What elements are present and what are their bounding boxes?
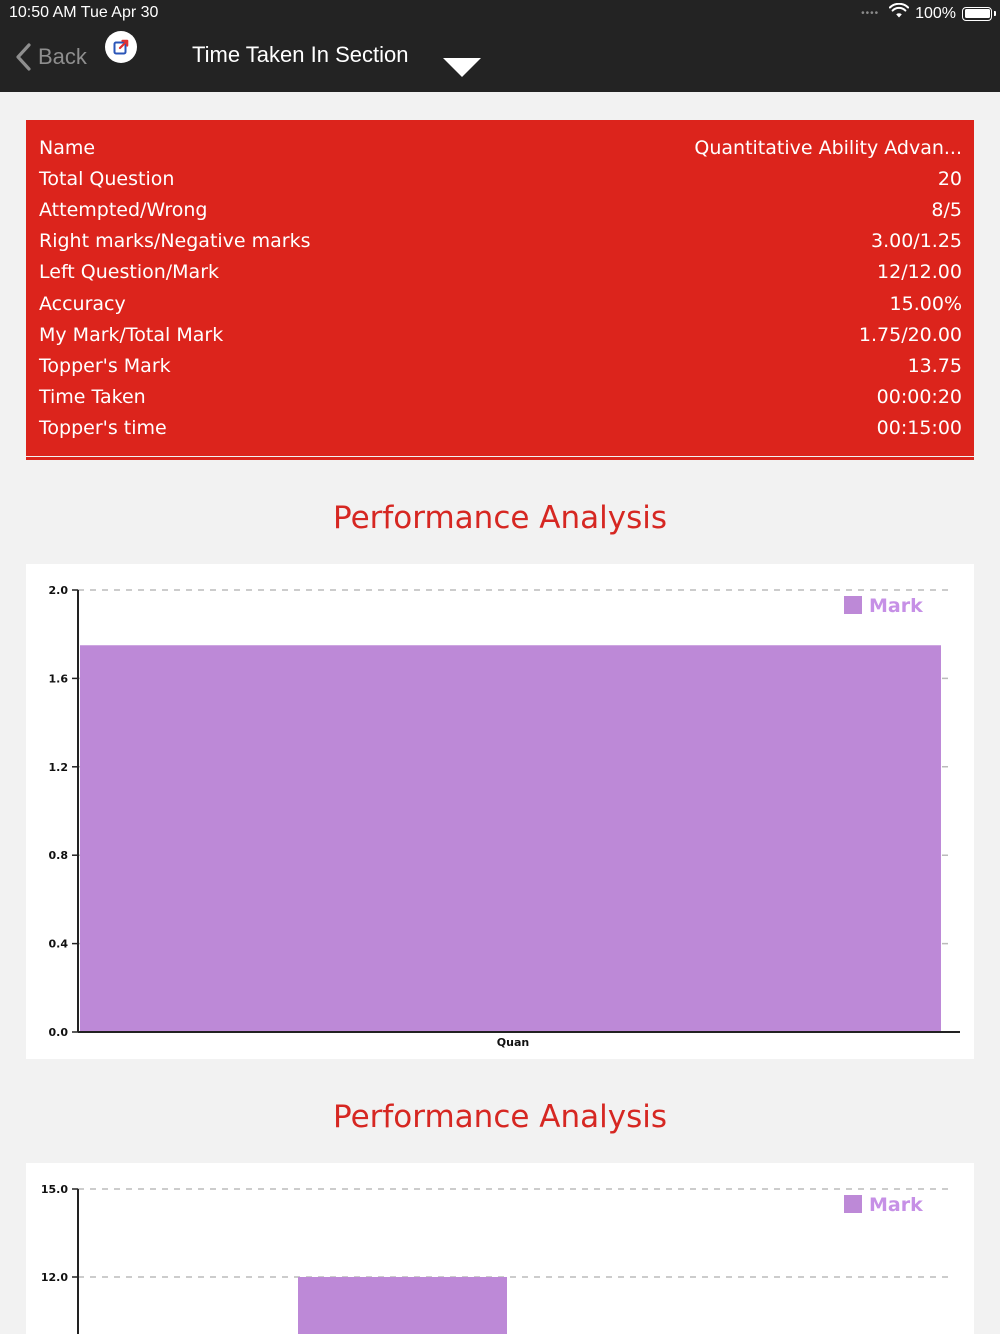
section-title: Performance Analysis <box>332 1099 668 1135</box>
summary-label: Topper's time <box>39 417 167 440</box>
summary-value: 00:15:00 <box>876 417 962 440</box>
summary-value: 20 <box>937 167 962 190</box>
summary-label: Total Question <box>39 167 175 190</box>
summary-row-accuracy: Accuracy 15.00% <box>39 288 962 319</box>
summary-row-name: Name Quantitative Ability Advan... <box>39 132 962 163</box>
status-time: 10:50 AM Tue Apr 30 <box>9 4 159 21</box>
page-title: Time Taken In Section <box>192 42 409 67</box>
summary-row-marks: Right marks/Negative marks 3.00/1.25 <box>39 226 962 257</box>
summary-row-topper-time: Topper's time 00:15:00 <box>39 413 962 444</box>
signal-dots-icon: •••• <box>861 8 880 19</box>
caret-down-icon <box>443 58 481 77</box>
x-tick-label: Quan <box>497 1036 529 1049</box>
summary-row-total-question: Total Question 20 <box>39 163 962 194</box>
summary-row-attempted-wrong: Attempted/Wrong 8/5 <box>39 194 962 225</box>
status-indicators: •••• 100% <box>861 2 996 24</box>
legend-swatch <box>844 1195 862 1213</box>
back-button[interactable]: Back <box>14 42 87 72</box>
y-tick-label: 0.8 <box>49 849 69 862</box>
summary-label: Attempted/Wrong <box>39 198 208 221</box>
y-tick-label: 1.6 <box>49 672 69 685</box>
share-button[interactable] <box>105 31 137 63</box>
result-summary-card: Name Quantitative Ability Advan... Total… <box>26 120 974 456</box>
y-tick-label: 15.0 <box>41 1183 68 1196</box>
summary-value: 13.75 <box>907 354 962 377</box>
summary-row-topper-mark: Topper's Mark 13.75 <box>39 350 962 381</box>
summary-row-left-question: Left Question/Mark 12/12.00 <box>39 257 962 288</box>
bar-mark <box>298 1277 507 1334</box>
summary-label: Time Taken <box>39 386 146 409</box>
bar-mark-quan <box>80 645 941 1032</box>
summary-value: 00:00:20 <box>876 386 962 409</box>
section-title: Performance Analysis <box>332 500 668 536</box>
y-tick-label: 2.0 <box>49 584 69 597</box>
chart-svg: 0.0 0.4 0.8 1.2 1.6 2.0 Quan Mark <box>49 584 960 1049</box>
summary-label: Right marks/Negative marks <box>39 230 311 253</box>
legend-swatch <box>844 596 862 614</box>
legend-label: Mark <box>869 1194 923 1216</box>
mark-bar-chart-2: 12.0 15.0 Mark <box>26 1163 974 1334</box>
battery-icon <box>962 6 996 21</box>
summary-value: 15.00% <box>889 292 962 315</box>
legend-label: Mark <box>869 595 923 617</box>
summary-label: My Mark/Total Mark <box>39 323 224 346</box>
summary-label: Accuracy <box>39 292 126 315</box>
summary-row-time-taken: Time Taken 00:00:20 <box>39 382 962 413</box>
summary-label: Name <box>39 136 96 159</box>
summary-value: Quantitative Ability Advan... <box>694 136 962 159</box>
battery-percent: 100% <box>915 4 956 22</box>
summary-label: Topper's Mark <box>39 354 171 377</box>
summary-value: 8/5 <box>931 198 962 221</box>
summary-divider <box>26 457 974 460</box>
mark-bar-chart: 0.0 0.4 0.8 1.2 1.6 2.0 Quan Mark <box>26 564 974 1059</box>
external-link-icon <box>113 39 129 55</box>
y-tick-label: 1.2 <box>49 761 69 774</box>
back-label: Back <box>38 44 87 69</box>
y-tick-label: 12.0 <box>41 1271 68 1284</box>
chart-svg: 12.0 15.0 Mark <box>41 1183 954 1334</box>
top-bar: 10:50 AM Tue Apr 30 •••• 100% Back Time … <box>0 0 1000 92</box>
summary-value: 3.00/1.25 <box>870 230 962 253</box>
y-tick-label: 0.0 <box>49 1026 69 1039</box>
summary-row-my-mark: My Mark/Total Mark 1.75/20.00 <box>39 319 962 350</box>
summary-value: 12/12.00 <box>877 261 962 284</box>
summary-label: Left Question/Mark <box>39 261 220 284</box>
summary-value: 1.75/20.00 <box>858 323 962 346</box>
chevron-left-icon <box>16 43 31 71</box>
section-dropdown-button[interactable] <box>443 58 481 82</box>
wifi-icon <box>888 2 910 24</box>
y-tick-label: 0.4 <box>49 938 69 951</box>
